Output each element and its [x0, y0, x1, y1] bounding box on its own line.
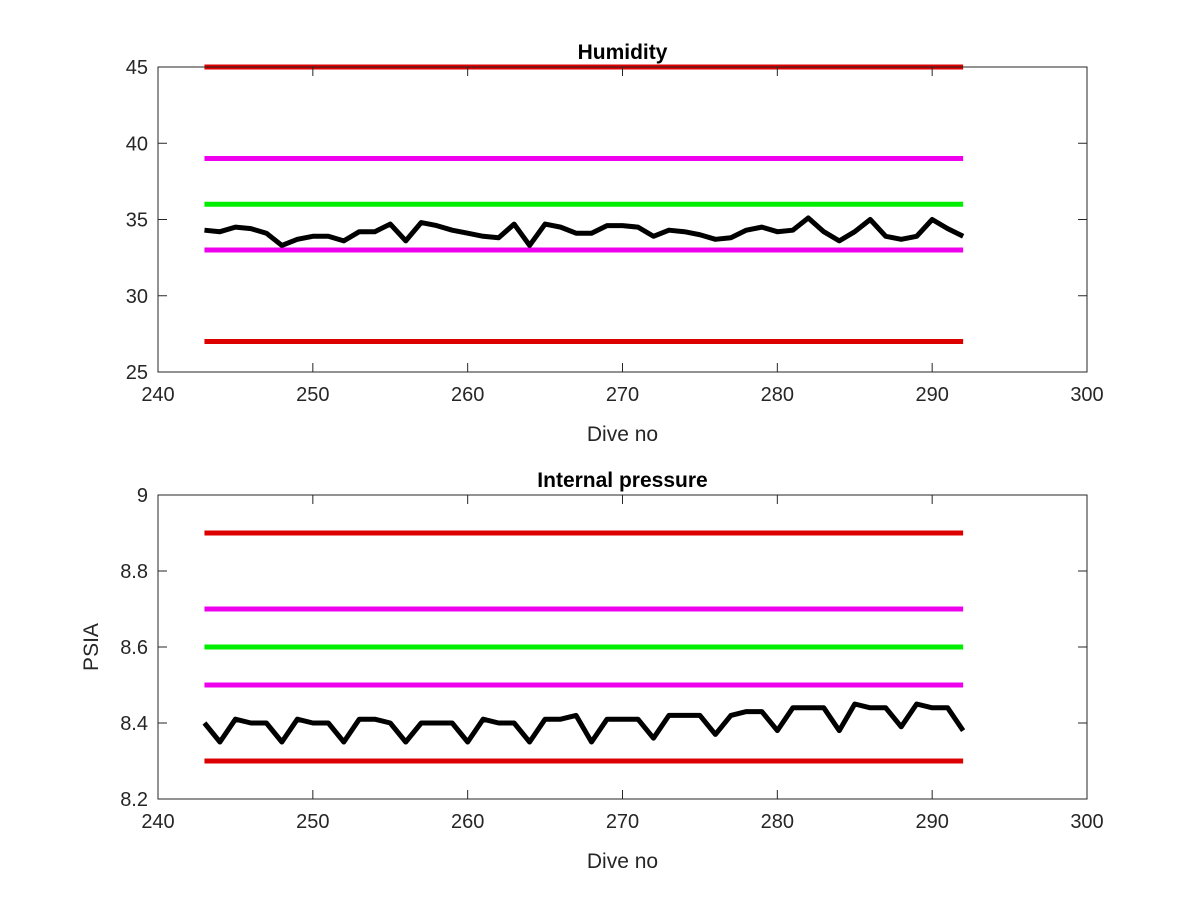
- x-tick-label: 290: [915, 811, 948, 833]
- x-axis-label: Dive no: [587, 850, 658, 873]
- x-tick-label: 270: [606, 811, 639, 833]
- x-tick-label: 290: [915, 384, 948, 406]
- x-tick-label: 260: [451, 384, 484, 406]
- x-tick-label: 300: [1070, 811, 1103, 833]
- y-tick-label: 30: [126, 286, 148, 308]
- x-tick-label: 250: [296, 384, 329, 406]
- y-tick-label: 9: [137, 485, 148, 507]
- x-tick-label: 270: [606, 384, 639, 406]
- y-tick-label: 45: [126, 57, 148, 79]
- x-tick-label: 260: [451, 811, 484, 833]
- humidity-panel: 240 250 260 270 280 290 300 25 30 35 40 45 Humidity D…: [126, 41, 1104, 446]
- x-tick-label: 240: [141, 811, 174, 833]
- x-tick-label: 280: [761, 384, 794, 406]
- x-tick-label: 240: [141, 384, 174, 406]
- x-tick-label: 300: [1070, 384, 1103, 406]
- y-tick-label: 8.2: [120, 789, 148, 811]
- data-series-line: [202, 701, 966, 745]
- y-tick-label: 35: [126, 210, 148, 232]
- y-tick-label: 40: [126, 133, 148, 155]
- x-axis-label: Dive no: [587, 423, 658, 446]
- chart-title: Humidity: [578, 41, 668, 64]
- x-tick-label: 280: [761, 811, 794, 833]
- y-tick-label: 8.6: [120, 637, 148, 659]
- y-axis-label: PSIA: [80, 623, 103, 671]
- x-tick-label: 250: [296, 811, 329, 833]
- chart-title: Internal pressure: [537, 469, 707, 492]
- y-tick-label: 25: [126, 362, 148, 384]
- y-tick-label: 8.4: [120, 713, 148, 735]
- data-series-line: [204, 215, 965, 248]
- axes-box: [157, 66, 1088, 373]
- y-tick-label: 8.8: [120, 561, 148, 583]
- internal-pressure-panel: 240 250 260 270 280 290 300 8.2 8.4 8.6 8.8 9 Intern…: [80, 469, 1104, 873]
